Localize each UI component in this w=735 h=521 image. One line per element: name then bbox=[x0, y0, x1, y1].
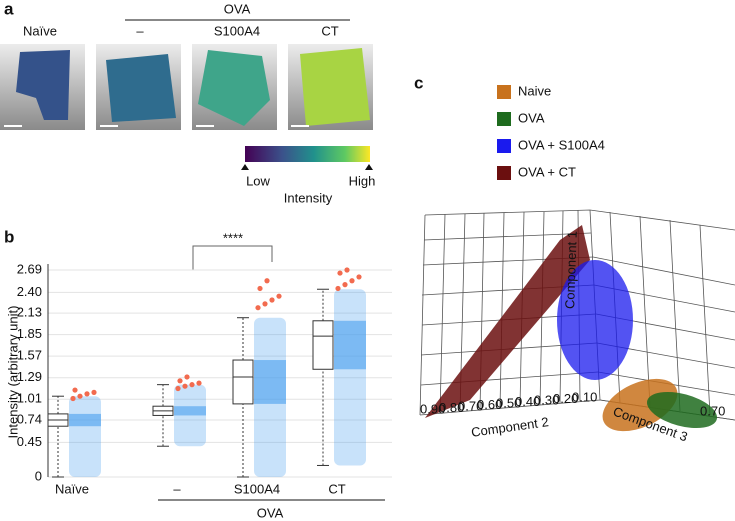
outlier bbox=[344, 267, 350, 273]
outlier bbox=[84, 391, 90, 397]
x-tick-label: Naïve bbox=[55, 481, 89, 496]
significance-bracket bbox=[192, 245, 273, 270]
point-cloud-core bbox=[334, 320, 366, 370]
outlier bbox=[184, 374, 190, 380]
y-tick-label: 1.85 bbox=[17, 326, 42, 341]
colorbar-low: Low bbox=[246, 173, 270, 188]
outlier bbox=[276, 293, 282, 299]
x-tick-label: 0.60 bbox=[477, 397, 502, 412]
legend-label: OVA + CT bbox=[518, 164, 576, 179]
outlier bbox=[262, 301, 268, 307]
outlier bbox=[182, 383, 188, 389]
y-tick-label: 1.57 bbox=[17, 348, 42, 363]
outlier bbox=[349, 278, 355, 284]
point-cloud-core bbox=[69, 413, 101, 427]
y-tick-label: 0.70 bbox=[700, 403, 725, 418]
colorbar-title: Intensity bbox=[284, 190, 333, 205]
significance: **** bbox=[223, 230, 243, 245]
colorbar bbox=[245, 146, 370, 162]
outlier bbox=[70, 395, 76, 402]
colorbar-high: High bbox=[349, 173, 376, 188]
outlier bbox=[77, 393, 83, 399]
column-label: S100A4 bbox=[214, 23, 260, 38]
y-tick-label: 0.74 bbox=[17, 411, 42, 426]
y-tick-label: 2.13 bbox=[17, 305, 42, 320]
legend-label: OVA bbox=[518, 110, 545, 125]
point-cloud-core bbox=[254, 360, 286, 404]
x-tick-label: 0.70 bbox=[458, 398, 483, 413]
y-tick-label: 0 bbox=[35, 468, 42, 483]
z-axis-label: Component 1 bbox=[562, 231, 580, 310]
legend-label: OVA + S100A4 bbox=[518, 137, 605, 152]
outlier bbox=[342, 282, 348, 288]
x-tick-label: 0.90 bbox=[420, 401, 445, 416]
panel-label: b bbox=[4, 227, 14, 246]
x-tick-label: 0.80 bbox=[439, 400, 464, 415]
outlier bbox=[264, 278, 270, 284]
panel-label: c bbox=[414, 73, 423, 92]
legend-swatch bbox=[497, 139, 511, 153]
point-cloud bbox=[334, 289, 366, 466]
y-tick-label: 2.69 bbox=[17, 261, 42, 276]
x-tick-label: 0.50 bbox=[496, 395, 521, 410]
outlier bbox=[257, 285, 263, 292]
x-tick-label: 0.40 bbox=[515, 394, 540, 409]
box bbox=[232, 359, 254, 405]
y-tick-label: 1.01 bbox=[17, 391, 42, 406]
panel-label: a bbox=[4, 0, 14, 18]
x-axis-label: Component 2 bbox=[470, 414, 549, 440]
outlier bbox=[91, 389, 97, 395]
y-tick-label: 2.40 bbox=[17, 284, 42, 299]
column-label: Naïve bbox=[23, 23, 57, 38]
outlier bbox=[255, 305, 261, 311]
3d-clusters bbox=[425, 225, 718, 432]
legend-label: Naive bbox=[518, 83, 551, 98]
x-tick-label: – bbox=[173, 481, 181, 496]
outlier bbox=[356, 274, 362, 280]
x-tick-label: CT bbox=[328, 481, 345, 496]
outlier bbox=[175, 385, 181, 392]
column-label: – bbox=[136, 23, 144, 38]
y-tick-label: 0.45 bbox=[17, 434, 42, 449]
y-axis-label: Intensity (arbitrary unit) bbox=[5, 306, 20, 439]
legend-swatch bbox=[497, 166, 511, 180]
column-label: CT bbox=[321, 23, 338, 38]
outlier bbox=[177, 378, 183, 384]
outlier bbox=[72, 387, 78, 393]
x-tick-label: S100A4 bbox=[234, 481, 280, 496]
point-cloud bbox=[69, 396, 101, 477]
y-tick-label: 1.29 bbox=[17, 369, 42, 384]
outlier bbox=[337, 270, 343, 276]
outlier bbox=[269, 297, 275, 303]
outlier bbox=[335, 285, 341, 292]
x-tick-label: 0.20 bbox=[553, 391, 578, 406]
legend-swatch bbox=[497, 112, 511, 126]
group-label: OVA bbox=[257, 505, 284, 520]
legend-swatch bbox=[497, 85, 511, 99]
x-tick-label: 0.10 bbox=[572, 389, 597, 404]
point-cloud-core bbox=[174, 406, 206, 416]
group-header: OVA bbox=[224, 1, 251, 16]
outlier bbox=[196, 380, 202, 386]
x-tick-label: 0.30 bbox=[534, 392, 559, 407]
tissue-images bbox=[0, 44, 373, 130]
outlier bbox=[189, 382, 195, 388]
box bbox=[312, 320, 334, 370]
colorbar-arrows bbox=[241, 164, 373, 170]
